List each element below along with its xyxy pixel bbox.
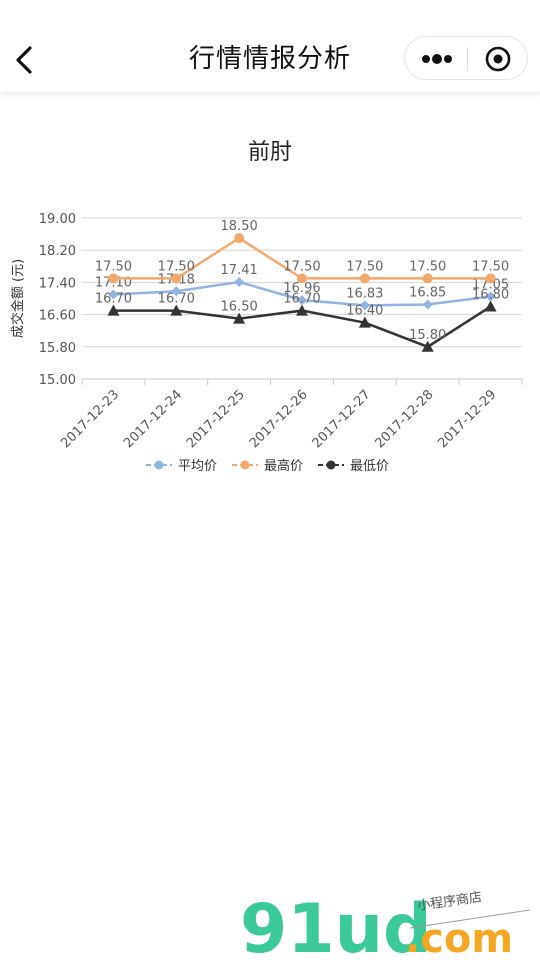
data-label: 17.50 (158, 259, 195, 274)
data-point (485, 273, 496, 284)
data-label: 17.41 (221, 263, 258, 278)
data-label: 18.50 (221, 219, 258, 234)
y-tick-label: 15.00 (39, 373, 76, 388)
data-point (108, 273, 119, 284)
data-label: 15.80 (409, 328, 446, 343)
mini-program-capsule (404, 36, 528, 80)
y-tick-label: 17.40 (39, 276, 76, 291)
legend-label: 平均价 (178, 459, 217, 474)
back-button[interactable] (6, 40, 42, 80)
data-point (297, 273, 307, 284)
data-point (485, 291, 496, 302)
y-tick-label: 18.20 (39, 244, 76, 259)
data-label: 17.50 (283, 259, 320, 274)
data-point (171, 273, 182, 284)
watermark-brand: 91ud (240, 890, 432, 960)
x-tick-label: 2017-12-29 (435, 387, 499, 451)
data-point (422, 273, 433, 284)
data-point (358, 316, 371, 328)
data-label: 16.40 (346, 304, 383, 319)
legend-label: 最低价 (350, 459, 389, 474)
legend-label: 最高价 (264, 458, 303, 474)
data-point (171, 286, 182, 297)
data-point (107, 304, 120, 316)
data-label: 16.70 (95, 292, 132, 307)
legend-marker (154, 460, 164, 470)
x-tick-label: 2017-12-24 (121, 387, 185, 451)
data-point (233, 312, 246, 324)
data-point (484, 300, 497, 312)
data-label: 16.96 (283, 281, 320, 296)
data-label: 16.80 (472, 288, 509, 303)
watermark-logo: 91ud .com 小程序商店 (240, 890, 531, 960)
x-tick-label: 2017-12-28 (373, 387, 437, 451)
legend-marker (326, 460, 336, 470)
data-point (170, 304, 183, 316)
y-tick-label: 16.60 (39, 309, 76, 324)
data-point (234, 233, 245, 244)
y-tick-label: 19.00 (39, 212, 76, 227)
chart-title: 前肘 (247, 140, 292, 165)
data-point (234, 276, 245, 287)
y-axis-label: 成交金额 (元) (10, 259, 26, 338)
data-label: 17.50 (472, 259, 509, 274)
data-point (359, 273, 370, 284)
x-tick-label: 2017-12-25 (184, 387, 248, 451)
data-label: 16.50 (221, 300, 258, 315)
more-button[interactable] (405, 37, 467, 81)
x-tick-label: 2017-12-27 (310, 387, 374, 451)
data-point (421, 340, 434, 352)
y-tick-label: 15.80 (39, 341, 76, 356)
close-miniprogram-button[interactable] (468, 37, 528, 81)
more-dots-icon (422, 54, 452, 64)
data-label: 17.50 (409, 259, 446, 274)
data-point (108, 289, 119, 300)
x-tick-label: 2017-12-26 (247, 387, 311, 451)
capsule-divider (467, 47, 468, 71)
data-label: 17.05 (472, 277, 509, 292)
data-label: 16.70 (283, 292, 320, 307)
line-chart: 15.00 15.80 16.60 17.40 18.20 19.00 2017-12-23… (10, 212, 523, 474)
watermark-underline (409, 909, 531, 929)
data-point (359, 300, 370, 311)
data-point (422, 299, 433, 310)
data-point (297, 295, 307, 306)
navigation-bar: 行情情报分析 (0, 0, 540, 92)
target-close-icon (485, 46, 511, 72)
data-label: 17.50 (346, 259, 383, 274)
watermark-suffix: .com (405, 916, 513, 960)
chevron-left-icon (16, 46, 32, 74)
legend-marker (240, 460, 250, 470)
data-label: 16.85 (409, 286, 446, 301)
x-tick-label: 2017-12-23 (58, 387, 122, 451)
data-label: 16.83 (346, 286, 383, 301)
data-label: 16.70 (158, 292, 195, 307)
data-label: 17.50 (95, 259, 132, 274)
data-point (296, 304, 308, 316)
page-title: 行情情报分析 (188, 44, 351, 74)
